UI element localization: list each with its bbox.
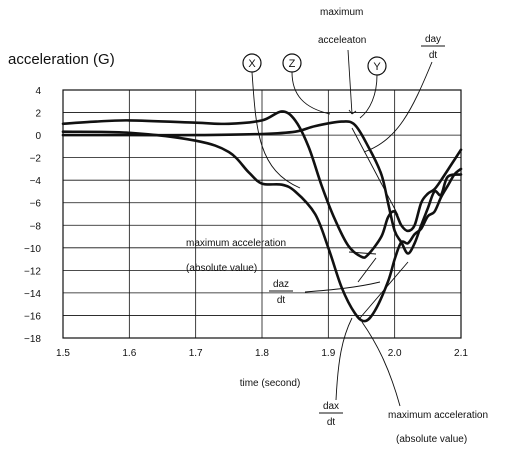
- max-accel-mid-label-line2: (absolute value): [186, 263, 257, 274]
- y-tick-label: −4: [30, 176, 42, 187]
- y-tick-label: −12: [24, 266, 41, 277]
- data-series: [61, 110, 463, 323]
- series-line-y: [61, 110, 463, 259]
- y-tick-labels: 4 2 0 −2 −4 −6 −8 −10 −12 −14 −16 −18: [24, 86, 41, 345]
- connector-x: [251, 71, 301, 189]
- connector-y: [359, 74, 378, 119]
- x-tick-label: 1.6: [122, 348, 136, 359]
- x-tick-label: 1.7: [189, 348, 203, 359]
- day-dt-numerator: day: [425, 34, 441, 45]
- y-axis-title: acceleration (G): [8, 51, 115, 68]
- max-accel-bottom-label-line1: maximum acceleration: [388, 410, 488, 421]
- day-dt-connector: [363, 61, 433, 153]
- daz-dt-tangent: [357, 257, 377, 283]
- y-tick-label: 2: [35, 109, 41, 120]
- circle-label-x-text: X: [248, 58, 256, 70]
- x-tick-labels: 1.5 1.6 1.7 1.8 1.9 2.0 2.1: [56, 348, 468, 359]
- x-axis-title: time (second): [240, 378, 301, 389]
- grid-lines: [63, 90, 461, 338]
- y-tick-label: −14: [24, 289, 41, 300]
- daz-dt-denominator: dt: [277, 295, 286, 306]
- circle-label-z-text: Z: [289, 58, 296, 70]
- y-tick-label: 0: [35, 131, 41, 142]
- connector-z: [291, 71, 331, 115]
- daz-dt-numerator: daz: [273, 279, 289, 290]
- x-tick-label: 1.9: [321, 348, 335, 359]
- max-accel-top-label-line2: acceleaton: [318, 35, 366, 46]
- y-tick-label: −18: [24, 334, 41, 345]
- y-tick-label: −6: [30, 199, 42, 210]
- series-line-x: [61, 130, 463, 323]
- max-accel-top-arrow: [347, 49, 353, 115]
- x-tick-label: 2.1: [454, 348, 468, 359]
- x-tick-label: 2.0: [388, 348, 402, 359]
- dax-dt-connector: [335, 317, 353, 401]
- x-tick-label: 1.8: [255, 348, 269, 359]
- day-dt-tangent: [351, 127, 399, 216]
- dax-dt-denominator: dt: [327, 417, 336, 428]
- y-tick-label: −10: [24, 244, 41, 255]
- circle-label-z: Z: [282, 53, 302, 73]
- y-tick-label: −16: [24, 311, 41, 322]
- y-tick-label: −8: [30, 221, 42, 232]
- x-tick-label: 1.5: [56, 348, 70, 359]
- daz-dt-connector: [304, 281, 381, 293]
- max-accel-top-arrowhead: [348, 109, 357, 115]
- max-accel-mid-label-line1: maximum acceleration: [186, 238, 286, 249]
- dax-dt-numerator: dax: [323, 401, 339, 412]
- day-dt-denominator: dt: [429, 50, 438, 61]
- y-tick-label: −2: [30, 154, 42, 165]
- series-line-z: [61, 120, 463, 255]
- circle-label-x: X: [242, 53, 262, 73]
- max-accel-mid-arrow: [348, 251, 377, 255]
- max-accel-bottom-label-line2: (absolute value): [396, 434, 467, 445]
- circle-label-y: Y: [367, 56, 387, 76]
- max-accel-top-label-line1: maximum: [320, 7, 363, 18]
- y-tick-label: 4: [35, 86, 41, 97]
- dax-dt-tangent: [359, 261, 409, 319]
- max-accel-bottom-connector: [361, 321, 401, 407]
- circle-label-y-text: Y: [373, 61, 381, 73]
